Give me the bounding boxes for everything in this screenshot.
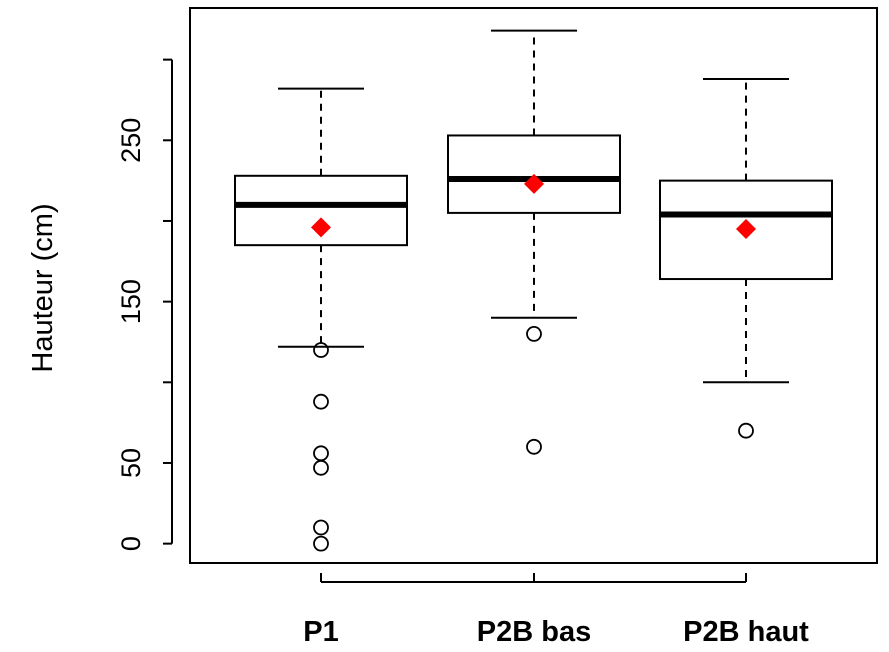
y-tick-label: 150 <box>116 279 146 324</box>
y-tick-label: 0 <box>116 536 146 551</box>
outlier-point <box>313 342 329 358</box>
x-tick-label: P2B bas <box>477 616 591 648</box>
y-tick-label: 50 <box>116 448 146 478</box>
iqr-box <box>659 179 833 281</box>
y-axis: 0 50 150 250 <box>116 58 173 551</box>
box-group <box>234 87 408 552</box>
box-group <box>659 77 833 439</box>
x-tick-label: P1 <box>303 616 338 648</box>
outlier-point <box>313 393 329 410</box>
outlier-point <box>313 459 329 476</box>
mean-marker <box>311 217 331 238</box>
plot-frame <box>189 7 878 564</box>
mean-marker <box>524 173 544 194</box>
outlier-point <box>526 326 542 342</box>
box-group <box>447 29 621 455</box>
x-axis: P1 P2B bas P2B haut <box>303 573 809 648</box>
mean-marker <box>736 219 756 240</box>
boxes <box>234 29 833 552</box>
outlier-point <box>738 422 754 439</box>
plot-border <box>189 7 878 564</box>
y-tick-label: 250 <box>116 118 146 163</box>
outlier-point <box>313 445 329 462</box>
y-axis-title: Hauteur (cm) <box>27 203 59 372</box>
outlier-point <box>526 438 542 455</box>
x-tick-label: P2B haut <box>683 616 809 648</box>
outlier-point <box>313 519 329 536</box>
outlier-point <box>313 535 329 552</box>
